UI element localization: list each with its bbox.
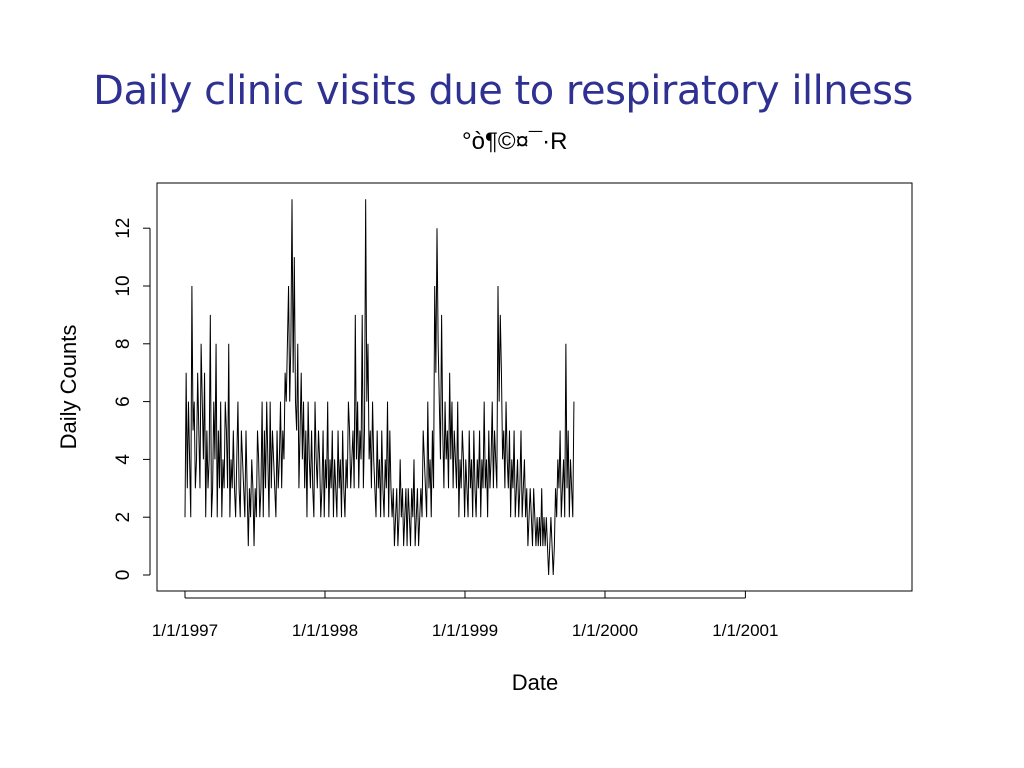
y-tick-label: 4	[113, 454, 134, 465]
y-axis-label: Daily Counts	[56, 325, 81, 450]
slide-subtitle: °ò¶©¤¯·R	[462, 128, 568, 155]
x-axis-label: Date	[512, 670, 558, 695]
slide-title: Daily clinic visits due to respiratory i…	[93, 68, 913, 114]
y-tick-label: 0	[113, 570, 134, 581]
daily-counts-series-line	[184, 199, 575, 576]
x-axis: 1/1/1997 1/1/1998 1/1/1999 1/1/2000 1/1/2001	[152, 591, 778, 640]
plot-frame	[156, 182, 913, 592]
x-tick-label: 1/1/2001	[712, 621, 778, 640]
y-axis: 0 2 4 6 8 10 12	[113, 218, 151, 581]
x-tick-label: 1/1/2000	[572, 621, 638, 640]
x-tick-label: 1/1/1997	[152, 621, 218, 640]
series-layer	[184, 199, 575, 576]
y-tick-label: 8	[113, 339, 134, 350]
y-tick-label: 10	[113, 275, 134, 296]
y-tick-label: 6	[113, 396, 134, 407]
y-tick-label: 12	[113, 218, 134, 239]
x-tick-label: 1/1/1998	[292, 621, 358, 640]
y-tick-label: 2	[113, 512, 134, 523]
x-tick-label: 1/1/1999	[432, 621, 498, 640]
